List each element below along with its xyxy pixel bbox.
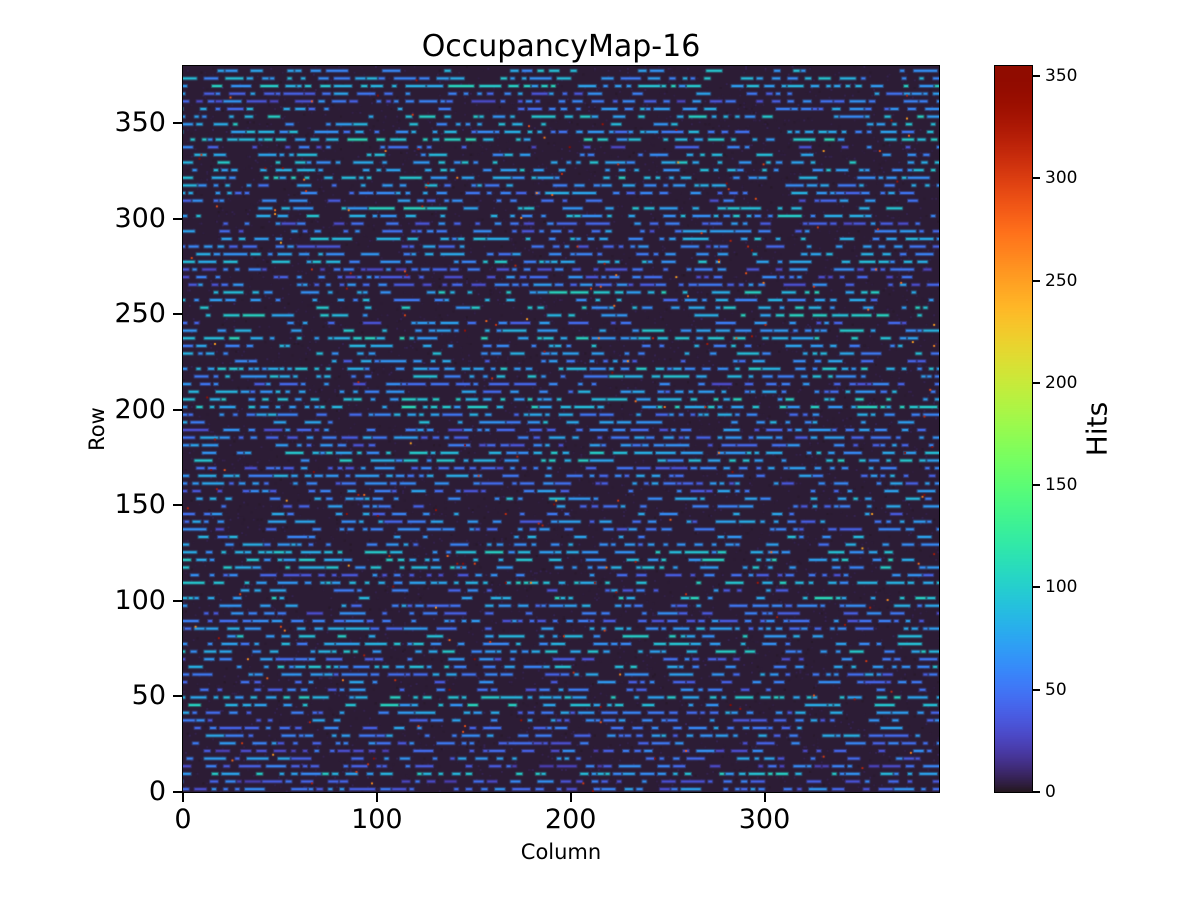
colorbar-tick-label: 300 — [1045, 168, 1078, 189]
y-tick-mark — [173, 217, 182, 220]
colorbar-tick-mark — [1033, 75, 1040, 78]
colorbar-tick-mark — [1033, 586, 1040, 589]
heatmap-plot-area — [183, 66, 939, 792]
colorbar-tick-mark — [1033, 791, 1040, 793]
colorbar-tick-label: 50 — [1045, 679, 1067, 700]
y-tick-label: 150 — [114, 489, 166, 521]
y-tick-mark — [173, 695, 182, 698]
y-tick-mark — [173, 122, 182, 125]
y-tick-mark — [173, 791, 182, 793]
colorbar-tick-label: 350 — [1045, 66, 1078, 87]
colorbar-tick-mark — [1033, 279, 1040, 282]
y-tick-label: 350 — [114, 107, 166, 139]
colorbar-tick-mark — [1033, 688, 1040, 691]
x-tick-label: 100 — [351, 804, 403, 835]
colorbar-tick-label: 150 — [1045, 475, 1078, 496]
colorbar-label: Hits — [1080, 401, 1114, 457]
y-tick-label: 250 — [114, 298, 166, 330]
colorbar-tick-mark — [1033, 381, 1040, 384]
y-tick-mark — [173, 504, 182, 507]
colorbar-tick-mark — [1033, 177, 1040, 180]
y-tick-label: 300 — [114, 202, 166, 234]
x-tick-label: 0 — [174, 804, 192, 835]
colorbar-tick-label: 100 — [1045, 577, 1078, 598]
y-tick-label: 0 — [148, 776, 166, 807]
y-tick-mark — [173, 408, 182, 411]
y-tick-label: 50 — [131, 680, 166, 712]
colorbar-tick-label: 200 — [1045, 372, 1078, 393]
x-tick-mark — [182, 793, 184, 802]
colorbar-gradient — [995, 66, 1032, 792]
y-tick-mark — [173, 313, 182, 316]
x-tick-label: 300 — [738, 804, 791, 835]
y-tick-mark — [173, 599, 182, 602]
colorbar-tick-label: 0 — [1045, 782, 1056, 802]
x-tick-mark — [375, 793, 378, 802]
colorbar-tick-mark — [1033, 484, 1040, 487]
y-tick-label: 200 — [114, 393, 166, 425]
x-tick-mark — [763, 793, 766, 802]
colorbar-tick-label: 250 — [1045, 270, 1078, 291]
x-tick-mark — [569, 793, 572, 802]
x-axis-label: Column — [520, 840, 602, 864]
chart-title: OccupancyMap-16 — [421, 29, 701, 64]
y-tick-label: 100 — [114, 584, 166, 616]
x-tick-label: 200 — [544, 804, 597, 835]
